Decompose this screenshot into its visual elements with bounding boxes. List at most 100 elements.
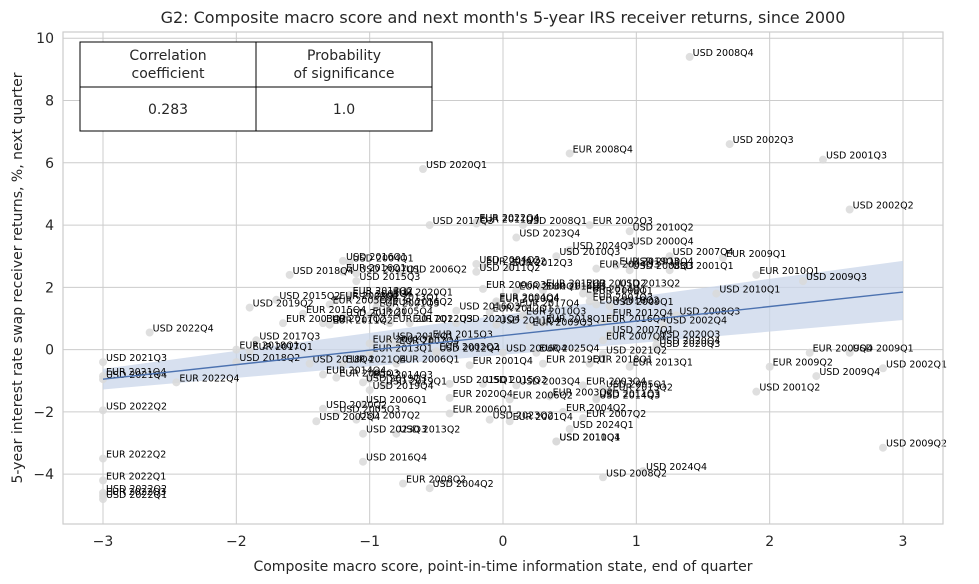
point-label: USD 2019Q2 — [253, 299, 314, 310]
scatter-point — [379, 381, 387, 390]
scatter-point — [625, 266, 634, 275]
point-label: EUR 2006Q2 — [513, 390, 573, 401]
scatter-point — [605, 387, 614, 396]
point-label: USD 2022Q2 — [106, 484, 167, 495]
point-label: EUR 2010Q3 — [526, 306, 586, 317]
scatter-point — [425, 221, 434, 230]
y-tick-label: 10 — [36, 31, 54, 47]
point-label: USD 2009Q2 — [886, 439, 947, 450]
scatter-point — [492, 320, 501, 329]
scatter-point — [385, 302, 394, 311]
scatter-point — [552, 252, 561, 261]
y-tick-label: 4 — [45, 218, 54, 234]
scatter-point — [472, 259, 481, 268]
x-tick-label: −3 — [93, 534, 114, 550]
points-layer — [99, 52, 887, 504]
scatter-point — [299, 309, 307, 318]
point-label: EUR 2001Q3 — [379, 299, 439, 310]
point-label: EUR 2020Q4 — [453, 389, 513, 400]
point-label: EUR 2013Q1 — [373, 344, 433, 355]
scatter-point — [565, 425, 574, 434]
scatter-point — [665, 252, 674, 261]
scatter-point — [345, 258, 354, 267]
scatter-point — [445, 393, 454, 402]
scatter-point — [385, 319, 394, 328]
point-label: USD 2011Q4 — [499, 316, 560, 327]
point-label: EUR 2002Q2 — [439, 342, 499, 353]
point-label: USD 2005Q1 — [606, 380, 667, 391]
point-label: EUR 2012Q3 — [513, 258, 573, 269]
point-label: EUR 2019Q3 — [619, 257, 679, 268]
point-label: EUR 2006Q1 — [453, 404, 513, 415]
point-label: EUR 2022Q3 — [413, 314, 473, 325]
scatter-point — [252, 336, 261, 345]
scatter-point — [339, 256, 347, 265]
scatter-point — [545, 392, 554, 401]
point-label: EUR 2007Q3 — [593, 292, 653, 303]
scatter-point — [245, 347, 254, 356]
chart-title: G2: Composite macro score and next month… — [161, 8, 846, 27]
stats-value-probability: 1.0 — [333, 102, 355, 118]
point-label: USD 2021Q4 — [459, 314, 520, 325]
scatter-point — [605, 330, 614, 339]
point-label: USD 2021Q3 — [106, 353, 167, 364]
point-label: USD 2013Q2 — [619, 278, 680, 289]
point-label: USD 2017Q3 — [259, 331, 320, 342]
point-label: EUR 2013Q1 — [633, 358, 693, 369]
point-label: USD 2003Q4 — [519, 376, 580, 387]
regression-line-layer — [102, 291, 904, 380]
point-label: EUR 2021Q4 — [346, 355, 406, 366]
scatter-point — [585, 291, 594, 300]
scatter-point — [365, 311, 374, 320]
point-label: USD 2005Q3 — [339, 404, 400, 415]
point-label: EUR 2005Q4 — [373, 306, 433, 317]
scatter-point — [352, 277, 361, 286]
scatter-point — [445, 379, 454, 388]
point-label: EUR 2016Q4 — [606, 314, 666, 325]
scatter-point — [339, 267, 347, 276]
point-label: EUR 2013Q2 — [353, 286, 413, 297]
point-label: USD 2019Q4 — [373, 381, 434, 392]
scatter-point — [585, 221, 594, 230]
point-label: USD 2010Q3 — [559, 247, 620, 258]
scatter-point — [425, 484, 434, 493]
scatter-point — [712, 289, 721, 298]
point-label: EUR 2003Q1 — [339, 291, 399, 302]
scatter-point — [652, 344, 661, 353]
scatter-point — [585, 297, 594, 306]
point-label: EUR 2008Q1 — [593, 286, 653, 297]
scatter-point — [325, 320, 334, 329]
scatter-point — [465, 361, 474, 370]
scatter-point — [99, 454, 107, 463]
scatter-point — [505, 395, 514, 404]
scatter-point — [539, 319, 547, 328]
point-label: USD 2001Q1 — [673, 261, 734, 272]
point-label: USD 2021Q2 — [606, 345, 667, 356]
scatter-point — [312, 417, 321, 426]
point-label: EUR 2018Q1 — [546, 314, 606, 325]
point-label: USD 2018Q4 — [293, 266, 354, 277]
point-label: EUR 2022Q1 — [106, 471, 166, 482]
scatter-point — [452, 319, 461, 328]
point-label: EUR 2005Q3 — [339, 369, 399, 380]
point-label: EUR 2014Q3 — [373, 370, 433, 381]
scatter-point — [879, 443, 887, 452]
scatter-point — [419, 165, 427, 174]
point-label: USD 2001Q2 — [759, 383, 820, 394]
point-label: EUR 2007Q2 — [586, 409, 646, 420]
point-label: USD 2011Q3 — [599, 389, 660, 400]
scatter-point — [372, 297, 381, 306]
scatter-point — [539, 359, 547, 368]
scatter-point — [685, 52, 694, 61]
point-label: EUR 2001Q4 — [473, 356, 533, 367]
scatter-point — [812, 372, 821, 381]
point-label: EUR 2008Q2 — [406, 475, 466, 486]
point-label: EUR 2019Q1 — [546, 355, 606, 366]
point-label: EUR 2013Q2 — [613, 383, 673, 394]
scatter-point — [479, 261, 487, 270]
point-label: EUR 2007Q1 — [606, 331, 666, 342]
point-label: EUR 2011Q3 — [479, 215, 539, 226]
scatter-point — [612, 283, 621, 292]
scatter-point — [319, 404, 327, 413]
scatter-point — [579, 414, 587, 423]
